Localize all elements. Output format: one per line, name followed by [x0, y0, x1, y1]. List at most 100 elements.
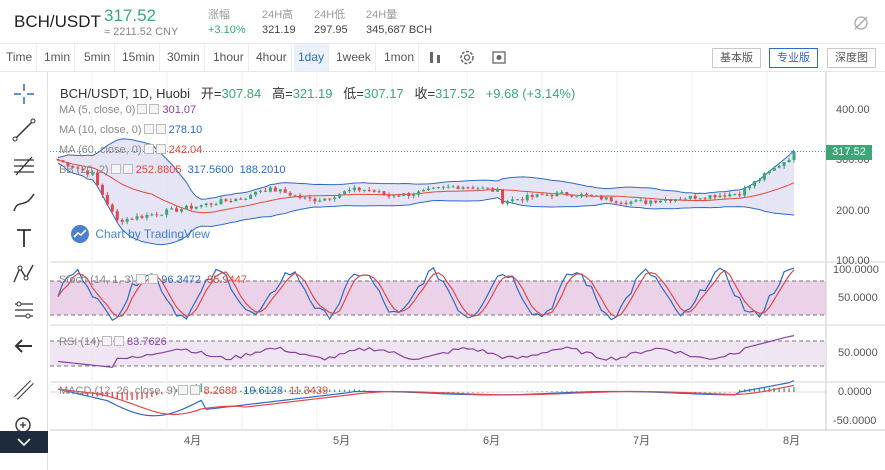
candle-body: [362, 189, 366, 191]
candle-body: [510, 199, 514, 202]
candle-body: [298, 195, 302, 198]
candle-body: [659, 200, 663, 203]
candle-body: [377, 191, 381, 193]
tf-30min[interactable]: 30min: [163, 44, 205, 71]
candle-body: [738, 194, 742, 196]
candle-body: [644, 200, 648, 204]
ma60-legend[interactable]: MA (60, close, 0) 242.04: [59, 144, 203, 156]
x-tick-apr: 4月: [184, 435, 202, 447]
candle-body: [352, 187, 356, 191]
pro-view-button[interactable]: 专业版: [769, 48, 818, 68]
chevron-down-icon: [17, 438, 31, 447]
x-tick-aug: 8月: [783, 435, 801, 447]
candle-body: [708, 195, 712, 199]
candle-body: [120, 219, 124, 222]
candle-body: [318, 200, 322, 202]
tf-15min[interactable]: 15min: [118, 44, 160, 71]
candle-body: [61, 160, 65, 163]
candle-body: [792, 151, 796, 160]
fib-tool-icon[interactable]: [10, 152, 38, 180]
candle-body: [165, 209, 169, 215]
tf-1week[interactable]: 1week: [332, 44, 376, 71]
prediction-tool-icon[interactable]: [10, 296, 38, 324]
stat-low: 24H低 297.95: [314, 9, 348, 36]
collapse-arrow-icon[interactable]: [10, 332, 38, 360]
tools-expand-bar[interactable]: [0, 431, 48, 453]
macd-legend[interactable]: MACD (12, 26, close, 9) 8.2688 19.6128 1…: [59, 385, 329, 397]
candle-body: [273, 187, 277, 192]
candle-body: [693, 195, 697, 199]
tf-1mon[interactable]: 1mon: [380, 44, 420, 71]
candle-body: [471, 187, 475, 189]
depth-chart-button[interactable]: 深度图: [827, 48, 876, 68]
candle-body: [91, 172, 95, 175]
candle-body: [392, 195, 396, 197]
candle-body: [748, 186, 752, 189]
candle-body: [347, 190, 351, 192]
candle-body: [422, 190, 426, 192]
candle-body: [604, 197, 608, 200]
candle-body: [589, 194, 593, 196]
candle-body: [150, 214, 154, 216]
candle-body: [639, 200, 643, 202]
stat-volume: 24H量 345,687 BCH: [366, 9, 433, 36]
candle-body: [175, 208, 179, 212]
candle-body: [466, 187, 470, 189]
candle-body: [594, 195, 598, 197]
candle-body: [585, 194, 589, 196]
candle-body: [160, 214, 164, 216]
candle-body: [100, 185, 104, 195]
candle-style-icon[interactable]: [424, 47, 446, 68]
ruler-icon[interactable]: [10, 376, 38, 404]
candle-body: [81, 168, 85, 171]
candle-body: [402, 193, 406, 196]
tf-time[interactable]: Time: [2, 44, 38, 71]
cny-price: ≈ 2211.52 CNY: [104, 26, 179, 38]
candle-body: [520, 199, 524, 201]
candle-body: [436, 187, 440, 189]
text-tool-icon[interactable]: [10, 224, 38, 252]
candle-body: [530, 194, 534, 197]
candle-body: [762, 173, 766, 180]
tf-5min[interactable]: 5min: [80, 44, 116, 71]
candle-body: [431, 187, 435, 189]
tradingview-watermark[interactable]: Chart by TradingView: [68, 224, 210, 244]
candle-body: [441, 186, 445, 188]
candle-body: [733, 194, 737, 196]
candle-body: [718, 195, 722, 198]
candle-body: [535, 194, 539, 197]
pattern-tool-icon[interactable]: [10, 260, 38, 288]
candle-body: [71, 166, 75, 168]
tf-1hour[interactable]: 1hour: [209, 44, 249, 71]
settings-gear-icon[interactable]: [456, 47, 478, 68]
candle-body: [772, 167, 776, 171]
tf-1day[interactable]: 1day: [294, 44, 330, 71]
legend-title[interactable]: BCH/USDT, 1D, Huobi: [60, 86, 191, 101]
bollinger-band-fill: [58, 138, 794, 245]
candle-body: [525, 194, 529, 201]
candle-body: [486, 187, 490, 189]
candle-body: [214, 204, 218, 206]
stoch-legend[interactable]: Stoch (14, 1, 3) 96.3472 95.9447: [59, 274, 247, 286]
candle-body: [323, 198, 327, 201]
brush-icon[interactable]: [10, 188, 38, 216]
ma10-legend[interactable]: MA (10, close, 0) 278.10: [59, 124, 203, 136]
crosshair-icon[interactable]: [10, 80, 38, 108]
ma5-legend[interactable]: MA (5, close, 0) 301.07: [59, 104, 197, 116]
basic-view-button[interactable]: 基本版: [712, 48, 761, 68]
rsi-legend[interactable]: RSI (14) 83.7626: [59, 336, 167, 348]
hide-eye-icon[interactable]: [852, 14, 870, 32]
candle-body: [446, 186, 450, 188]
market-header: BCH/USDT 317.52 ≈ 2211.52 CNY 涨幅 +3.10% 2…: [0, 0, 885, 44]
bb-legend[interactable]: BB (20, 2) 252.8805 317.5600 188.2010: [59, 164, 286, 176]
trend-line-icon[interactable]: [10, 116, 38, 144]
symbol-title[interactable]: BCH/USDT: [14, 12, 101, 31]
tf-4hour[interactable]: 4hour: [252, 44, 292, 71]
tf-1min[interactable]: 1min: [40, 44, 76, 71]
candle-body: [673, 199, 677, 202]
macd-line: [57, 380, 795, 417]
candle-body: [170, 208, 174, 210]
screenshot-icon[interactable]: [488, 47, 510, 68]
candle-body: [140, 216, 144, 218]
